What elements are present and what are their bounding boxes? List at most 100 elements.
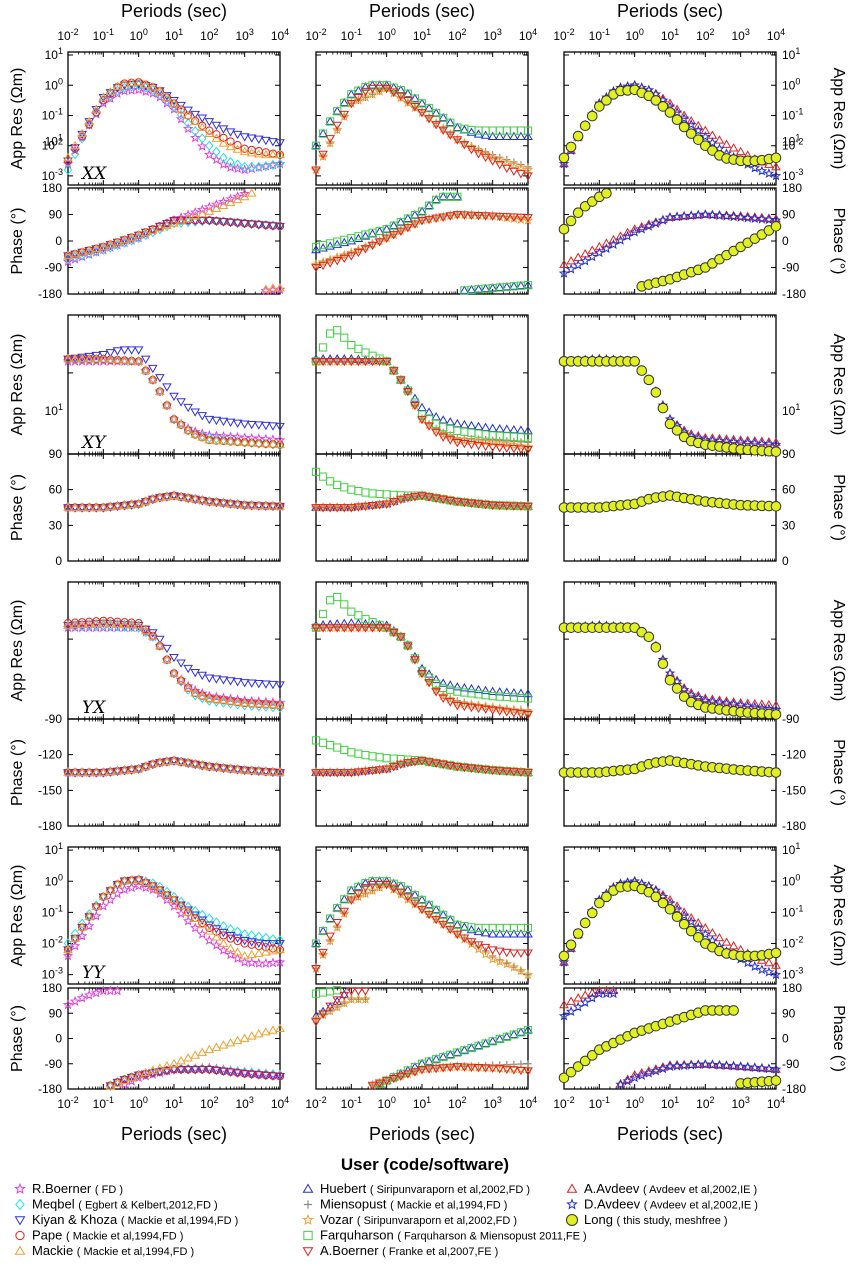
phase-point (183, 758, 193, 767)
phase-point (338, 997, 350, 1008)
app-res-point (678, 918, 690, 930)
top-period-tick-label: 102 (200, 27, 218, 43)
app-res-point (381, 880, 392, 890)
top-period-tick-label: 104 (271, 27, 289, 43)
right-res-tick-label: 10-1 (782, 903, 803, 919)
app-res-point (253, 421, 264, 430)
app-res-point (169, 896, 179, 905)
app-res-point (155, 386, 165, 395)
app-res-point (190, 408, 201, 417)
app-res-point (459, 922, 470, 931)
phase-point (388, 220, 399, 230)
app-res-point (714, 135, 725, 144)
app-res-point (226, 156, 235, 168)
right-res-tick-label: 101 (782, 46, 800, 62)
phase-axis-label-right: Phase (°) (830, 739, 847, 806)
phase-point (232, 764, 243, 773)
bottom-period-tick-label: 10-2 (57, 1095, 78, 1111)
legend-entry-miensopust: Miensopust ( Mackie et al,1994,FD ) (303, 1197, 507, 1212)
app-res-point (190, 913, 201, 922)
phase-point (665, 212, 675, 221)
phase-point (742, 212, 754, 223)
phase-point (126, 501, 137, 510)
phase-point (516, 502, 526, 512)
app-res-point (417, 410, 427, 419)
left-phase-tick-label: 180 (42, 181, 62, 195)
app-res-point (133, 77, 144, 86)
phase-point (395, 495, 406, 505)
top-period-tick-label: 10-1 (341, 27, 362, 43)
phase-point (381, 234, 392, 244)
phase-point (424, 1065, 434, 1074)
phase-point (368, 752, 377, 761)
phase-point (98, 504, 109, 513)
app-res-point (62, 950, 74, 961)
app-res-point (196, 687, 208, 698)
app-res-point (523, 949, 533, 958)
phase-point (360, 245, 371, 254)
phase-point (112, 766, 123, 775)
app-res-point (197, 432, 208, 441)
top-period-tick-label: 103 (235, 27, 253, 43)
app-res-point (253, 438, 264, 447)
app-res-point (133, 880, 144, 891)
app-res-point (98, 92, 109, 101)
app-res-point (665, 894, 675, 904)
top-period-tick-label: 10-1 (589, 27, 610, 43)
bottom-axis-title: Periods (sec) (369, 1124, 475, 1144)
bottom-period-tick-label: 101 (413, 1095, 431, 1111)
phase-point (573, 993, 583, 1002)
app-res-point (77, 923, 87, 933)
app-res-point (523, 445, 533, 455)
app-res-point (445, 680, 456, 689)
phase-point (133, 1070, 144, 1079)
app-res-point (487, 131, 498, 141)
app-res-point (182, 915, 194, 926)
app-res-point (190, 685, 201, 696)
phase-point (98, 243, 109, 252)
right-phase-tick-label: 180 (782, 981, 802, 995)
phase-point (318, 1010, 328, 1019)
phase-point (261, 284, 271, 293)
phase-point (261, 221, 271, 231)
phase-point (326, 741, 335, 750)
app-res-point (410, 889, 420, 899)
legend-symbol (302, 1247, 314, 1257)
phase-point (671, 211, 683, 222)
app-res-point (311, 965, 321, 974)
app-res-point (367, 624, 378, 633)
app-res-point (126, 77, 137, 87)
app-res-point (431, 904, 441, 914)
app-res-point (516, 929, 526, 938)
app-res-point (347, 607, 356, 616)
app-res-point (260, 433, 272, 444)
app-res-point (417, 402, 427, 412)
phase-point (239, 1070, 250, 1079)
app-res-point (204, 429, 215, 440)
app-res-point (225, 128, 236, 137)
left-phase-tick-label: 30 (49, 518, 63, 532)
app-res-point (445, 117, 456, 127)
phase-point (360, 767, 371, 777)
app-res-point (225, 943, 236, 952)
app-res-point (700, 693, 711, 702)
app-res-point (196, 428, 208, 439)
app-res-point (318, 948, 328, 958)
phase-point (77, 767, 87, 776)
app-res-point (367, 880, 378, 890)
app-res-point (473, 150, 484, 159)
app-res-point (268, 149, 278, 159)
phase-point (438, 760, 449, 770)
app-res-point (516, 688, 526, 697)
app-res-point (487, 946, 498, 955)
phase-point (473, 1040, 484, 1050)
phase-point (62, 999, 74, 1010)
phase-point (480, 766, 491, 775)
app-res-point (169, 98, 179, 107)
phase-point (494, 282, 505, 291)
app-res-point (678, 691, 690, 702)
app-res-point (501, 444, 512, 453)
left-phase-tick-label: 90 (49, 1006, 63, 1020)
phase-point (268, 502, 278, 512)
app-res-point (92, 353, 101, 365)
